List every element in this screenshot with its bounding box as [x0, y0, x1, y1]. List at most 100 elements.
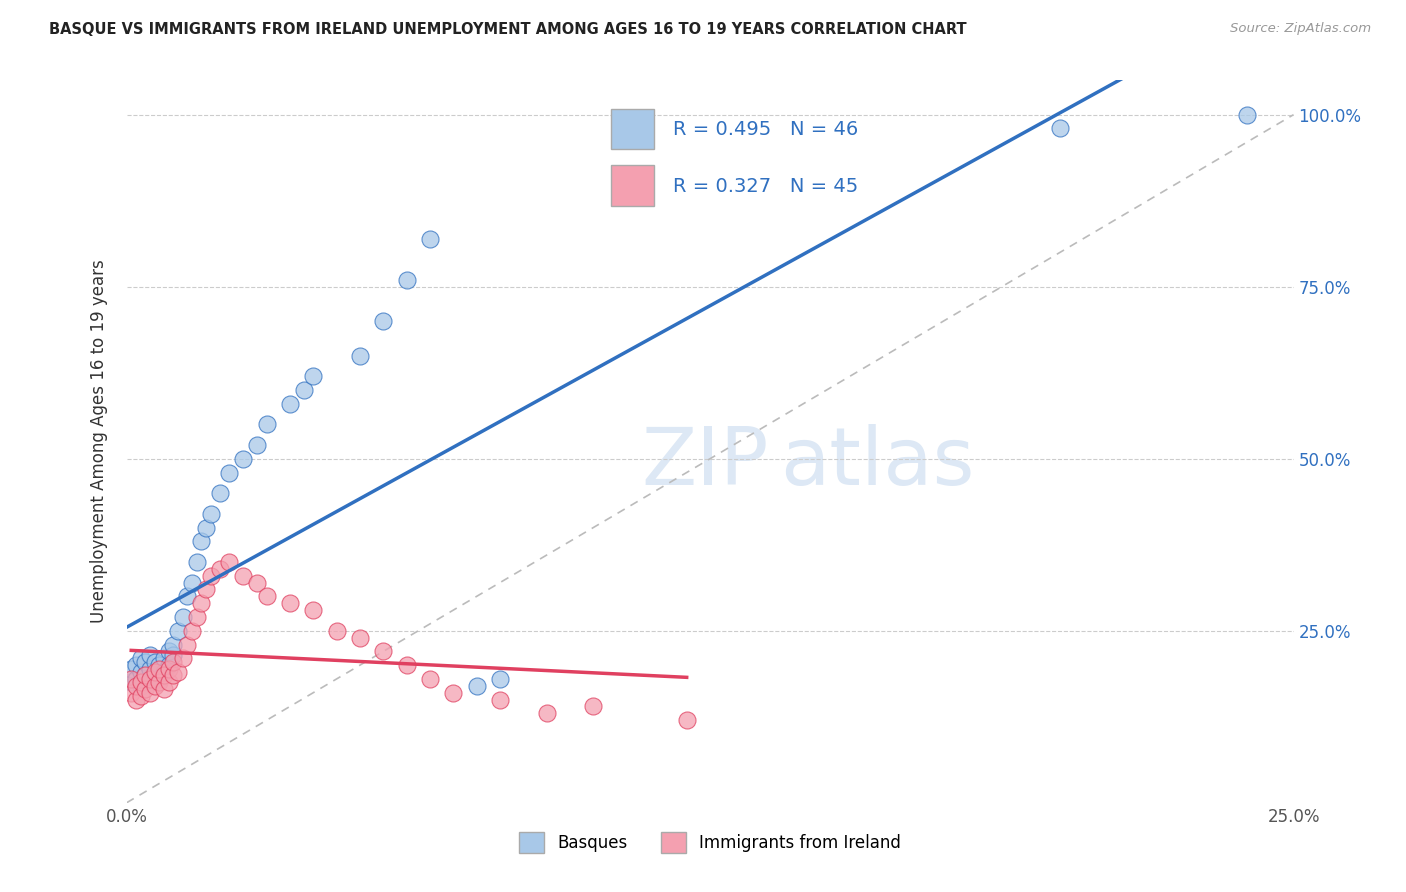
- Point: [1236, 108, 1258, 122]
- Point: [208, 486, 231, 500]
- Point: [143, 668, 166, 682]
- Y-axis label: Unemployment Among Ages 16 to 19 years: Unemployment Among Ages 16 to 19 years: [90, 260, 108, 624]
- Point: [153, 665, 176, 679]
- Point: [153, 651, 176, 665]
- FancyBboxPatch shape: [610, 165, 654, 206]
- Point: [218, 466, 240, 480]
- Point: [246, 575, 269, 590]
- Point: [200, 568, 222, 582]
- Point: [489, 692, 512, 706]
- Point: [1049, 121, 1071, 136]
- Point: [373, 644, 395, 658]
- Point: [134, 682, 156, 697]
- Point: [190, 596, 212, 610]
- Point: [129, 689, 152, 703]
- Point: [143, 679, 166, 693]
- Point: [256, 590, 278, 604]
- Point: [162, 648, 184, 662]
- Point: [125, 679, 148, 693]
- Text: BASQUE VS IMMIGRANTS FROM IRELAND UNEMPLOYMENT AMONG AGES 16 TO 19 YEARS CORRELA: BASQUE VS IMMIGRANTS FROM IRELAND UNEMPL…: [49, 22, 967, 37]
- Point: [176, 638, 198, 652]
- Point: [373, 314, 395, 328]
- Point: [162, 655, 184, 669]
- Point: [395, 658, 418, 673]
- Point: [120, 675, 142, 690]
- Point: [186, 555, 208, 569]
- Point: [172, 610, 194, 624]
- Legend: Basques, Immigrants from Ireland: Basques, Immigrants from Ireland: [512, 826, 908, 860]
- Point: [292, 383, 315, 397]
- Point: [302, 603, 325, 617]
- Text: R = 0.327   N = 45: R = 0.327 N = 45: [672, 177, 858, 195]
- Point: [465, 679, 488, 693]
- Point: [157, 662, 180, 676]
- Point: [302, 369, 325, 384]
- Point: [129, 675, 152, 690]
- Point: [232, 451, 254, 466]
- Point: [441, 686, 464, 700]
- Point: [218, 555, 240, 569]
- Point: [120, 686, 142, 700]
- Point: [246, 438, 269, 452]
- Point: [194, 520, 217, 534]
- Point: [349, 631, 371, 645]
- Text: Source: ZipAtlas.com: Source: ZipAtlas.com: [1230, 22, 1371, 36]
- Point: [139, 686, 162, 700]
- Point: [125, 692, 148, 706]
- Point: [180, 624, 202, 638]
- Text: R = 0.495   N = 46: R = 0.495 N = 46: [672, 120, 858, 139]
- Point: [134, 668, 156, 682]
- Point: [190, 534, 212, 549]
- Point: [125, 672, 148, 686]
- Point: [162, 638, 184, 652]
- Point: [148, 662, 170, 676]
- Point: [278, 397, 301, 411]
- Point: [419, 231, 441, 245]
- Point: [143, 655, 166, 669]
- Point: [148, 675, 170, 690]
- Point: [162, 668, 184, 682]
- Point: [139, 675, 162, 690]
- Point: [180, 575, 202, 590]
- FancyBboxPatch shape: [610, 109, 654, 149]
- Point: [489, 672, 512, 686]
- Point: [139, 648, 162, 662]
- Point: [419, 672, 441, 686]
- Point: [148, 658, 170, 673]
- Text: ZIP: ZIP: [641, 425, 768, 502]
- Text: atlas: atlas: [780, 425, 974, 502]
- Point: [143, 665, 166, 679]
- Point: [208, 562, 231, 576]
- Point: [325, 624, 347, 638]
- Point: [167, 665, 190, 679]
- Point: [120, 662, 142, 676]
- Point: [134, 668, 156, 682]
- Point: [139, 662, 162, 676]
- Point: [582, 699, 605, 714]
- Point: [256, 417, 278, 432]
- Point: [129, 665, 152, 679]
- Point: [172, 651, 194, 665]
- Point: [148, 672, 170, 686]
- Point: [675, 713, 697, 727]
- Point: [395, 273, 418, 287]
- Point: [157, 658, 180, 673]
- Point: [125, 658, 148, 673]
- Point: [536, 706, 558, 721]
- Point: [167, 624, 190, 638]
- Point: [129, 679, 152, 693]
- Point: [134, 655, 156, 669]
- Point: [153, 668, 176, 682]
- Point: [194, 582, 217, 597]
- Point: [157, 675, 180, 690]
- Point: [200, 507, 222, 521]
- Point: [232, 568, 254, 582]
- Point: [129, 651, 152, 665]
- Point: [139, 672, 162, 686]
- Point: [278, 596, 301, 610]
- Point: [186, 610, 208, 624]
- Point: [349, 349, 371, 363]
- Point: [153, 682, 176, 697]
- Point: [176, 590, 198, 604]
- Point: [157, 644, 180, 658]
